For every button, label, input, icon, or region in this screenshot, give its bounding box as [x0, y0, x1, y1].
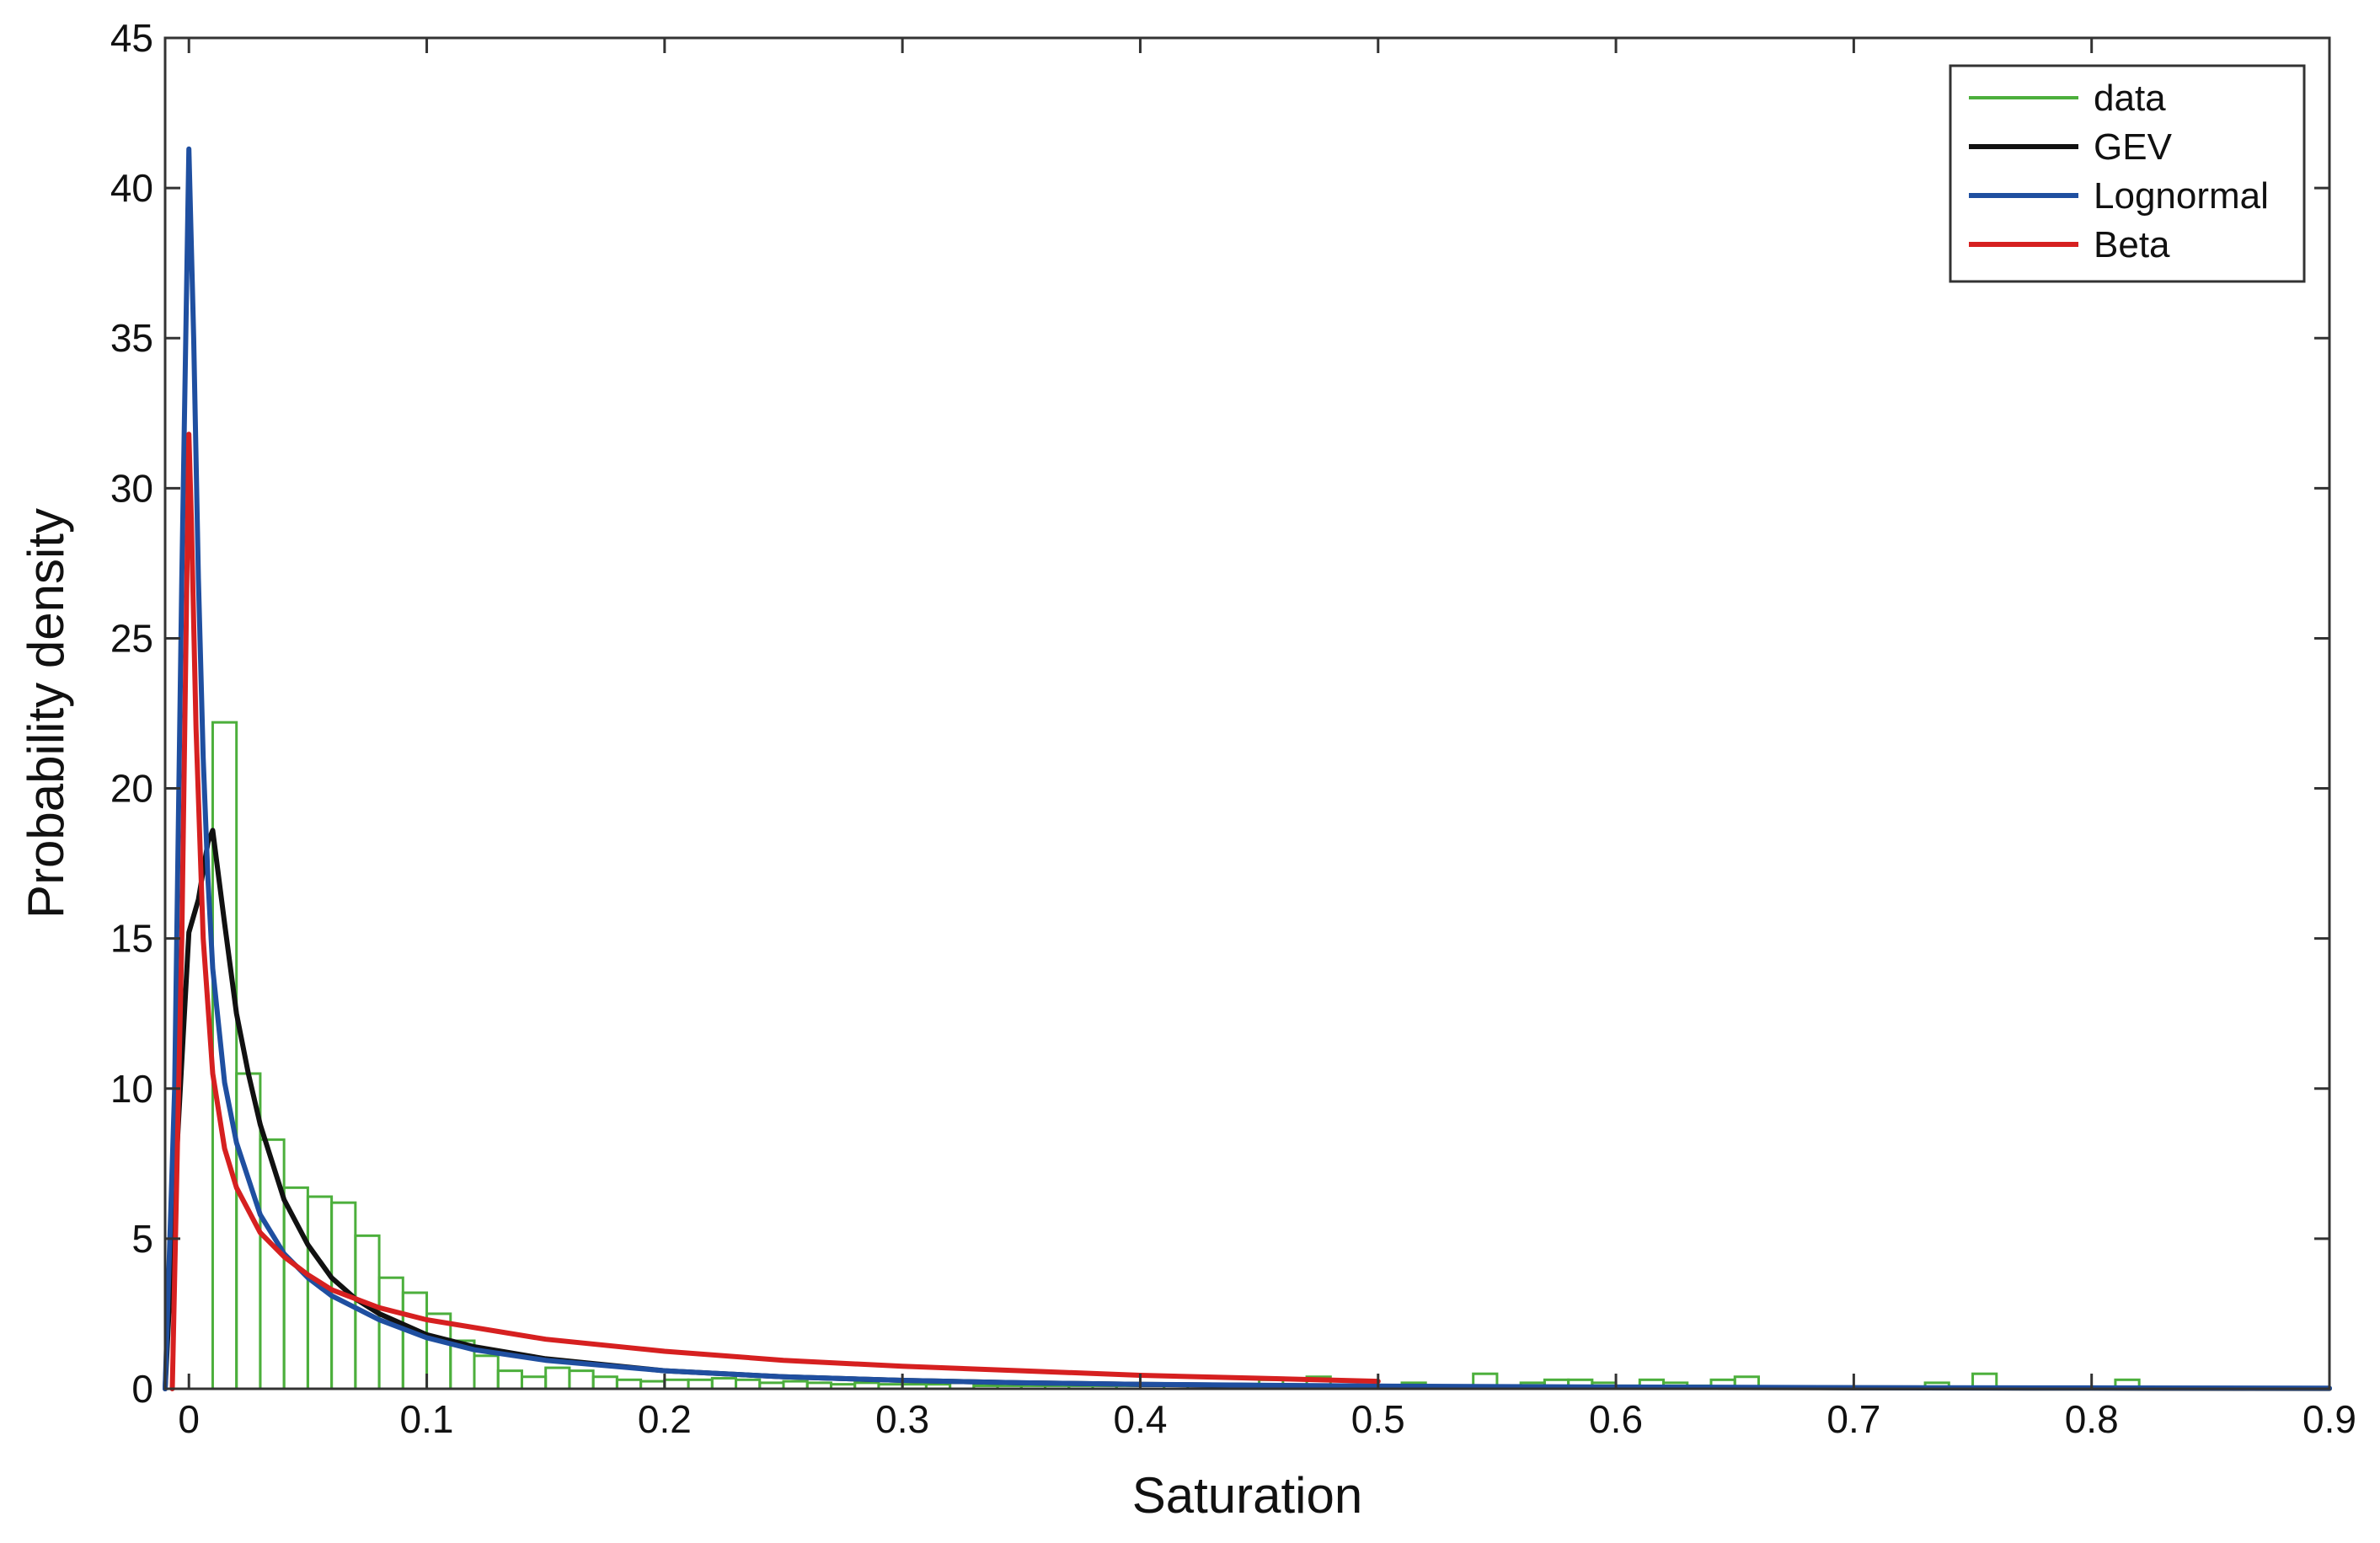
- y-tick-label: 35: [110, 316, 153, 360]
- y-tick-label: 20: [110, 767, 153, 811]
- legend: data GEV Lognormal Beta: [1949, 64, 2306, 283]
- x-tick-label: 0.3: [875, 1397, 929, 1441]
- y-tick-label: 15: [110, 917, 153, 961]
- x-tick-label: 0: [178, 1397, 200, 1441]
- legend-label: GEV: [2094, 126, 2173, 168]
- y-tick-label: 5: [131, 1217, 153, 1261]
- legend-label: data: [2094, 78, 2166, 119]
- x-tick-label: 0.6: [1589, 1397, 1643, 1441]
- x-axis-title: Saturation: [1132, 1467, 1363, 1524]
- series-lines: [163, 146, 2332, 1391]
- x-tick-label: 0.8: [2065, 1397, 2119, 1441]
- y-axis-title: Probability density: [18, 508, 74, 919]
- y-tick-label: 0: [131, 1367, 153, 1411]
- plot-frame: [163, 36, 2331, 1390]
- y-tick-label: 30: [110, 466, 153, 510]
- x-tick-label: 0.5: [1351, 1397, 1405, 1441]
- series-line-lognormal: [163, 146, 2332, 1391]
- y-tick-label: 25: [110, 616, 153, 660]
- y-tick-label: 10: [110, 1067, 153, 1111]
- x-tick-label: 0.9: [2302, 1397, 2356, 1441]
- series-line-beta: [169, 431, 1381, 1391]
- axis-ticks: 0 0.1 0.2 0.3 0.4 0.5 0.6 0.7 0.8 0.9 0 5 10 15 20 25 30…: [110, 16, 2356, 1441]
- x-tick-label: 0.7: [1826, 1397, 1880, 1441]
- x-tick-label: 0.4: [1113, 1397, 1167, 1441]
- x-tick-label: 0.2: [638, 1397, 692, 1441]
- legend-label: Lognormal: [2094, 175, 2269, 217]
- y-tick-label: 40: [110, 166, 153, 210]
- x-tick-label: 0.1: [400, 1397, 454, 1441]
- y-tick-label: 45: [110, 16, 153, 60]
- legend-label: Beta: [2094, 224, 2170, 265]
